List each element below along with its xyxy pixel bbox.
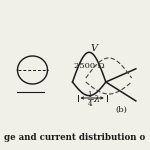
Text: 4: 4 — [88, 100, 93, 108]
Text: 2500 Ω: 2500 Ω — [74, 62, 105, 70]
Text: λ: λ — [93, 94, 99, 103]
Text: (b): (b) — [115, 106, 127, 114]
Text: V: V — [91, 44, 98, 53]
Text: ge and current distribution o: ge and current distribution o — [4, 134, 146, 142]
Text: 1: 1 — [87, 91, 92, 99]
